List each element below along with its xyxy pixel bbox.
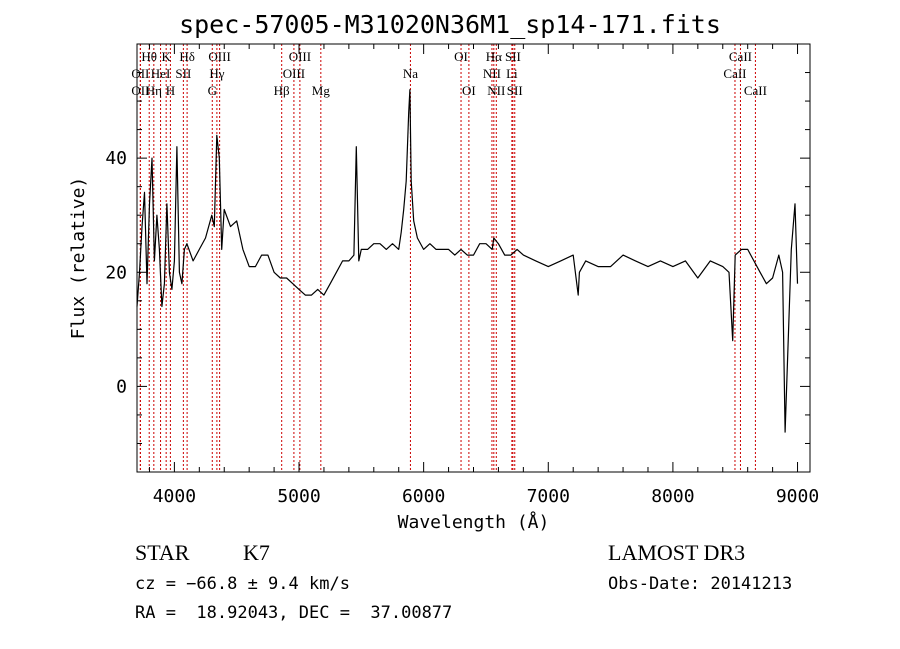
- marker-label: OI: [454, 49, 468, 64]
- survey-name: LAMOST DR3: [608, 540, 746, 565]
- spectrum-series: [136, 89, 799, 433]
- marker-label: Li: [506, 66, 518, 81]
- marker-label: OII: [131, 83, 149, 98]
- chart-title: spec-57005-M31020N36M1_sp14-171.fits: [179, 10, 721, 39]
- marker-label: Hγ: [209, 66, 224, 81]
- marker-label: SII: [507, 83, 523, 98]
- redshift-value: cz = −66.8 ± 9.4 km/s: [135, 574, 350, 594]
- marker-label: OIII: [289, 49, 311, 64]
- marker-label: G: [208, 83, 217, 98]
- line-markers: [139, 44, 756, 472]
- marker-labels: OIIOIIHθHηHeIKHSIIHδGOIIIHγHβOIIIOIIIMgN…: [131, 49, 767, 98]
- y-tick-label: 40: [105, 148, 127, 169]
- spectrum-line: [136, 89, 799, 433]
- marker-label: SII: [175, 66, 191, 81]
- x-axis-label: Wavelength (Å): [398, 511, 550, 533]
- object-subclass: K7: [243, 540, 270, 565]
- marker-label: H: [166, 83, 175, 98]
- plot-frame: [136, 43, 811, 473]
- marker-label: HeI: [151, 66, 171, 81]
- x-tick-label: 4000: [153, 486, 196, 507]
- x-tick-label: 5000: [277, 486, 320, 507]
- marker-label: NII: [483, 66, 501, 81]
- marker-label: CaII: [723, 66, 746, 81]
- marker-label: Hδ: [179, 49, 195, 64]
- x-tick-label: 6000: [402, 486, 445, 507]
- marker-label: Mg: [312, 83, 331, 98]
- marker-label: OI: [462, 83, 476, 98]
- x-tick-label: 8000: [651, 486, 694, 507]
- marker-label: OII: [131, 66, 149, 81]
- y-axis-label: Flux (relative): [68, 177, 89, 340]
- y-tick-label: 0: [116, 376, 127, 397]
- marker-label: OIII: [283, 66, 305, 81]
- x-tick-label: 7000: [527, 486, 570, 507]
- marker-label: Na: [403, 66, 418, 81]
- marker-label: NII: [487, 83, 505, 98]
- marker-label: CaII: [744, 83, 767, 98]
- marker-label: Hβ: [274, 83, 290, 98]
- marker-label: Hη: [146, 83, 162, 98]
- axis-ticks: 4000 5000 6000 7000 8000 9000 0 20 40: [105, 44, 819, 507]
- marker-label: K: [161, 49, 171, 64]
- obs-date: Obs-Date: 20141213: [608, 574, 793, 594]
- ra-dec: RA = 18.92043, DEC = 37.00877: [135, 603, 453, 623]
- marker-label: SII: [505, 49, 521, 64]
- y-tick-label: 20: [105, 262, 127, 283]
- marker-label: OIII: [208, 49, 230, 64]
- marker-label: CaII: [729, 49, 752, 64]
- x-tick-label: 9000: [776, 486, 819, 507]
- marker-label: Hθ: [141, 49, 157, 64]
- object-class: STAR: [135, 540, 190, 565]
- marker-label: Hα: [486, 49, 502, 64]
